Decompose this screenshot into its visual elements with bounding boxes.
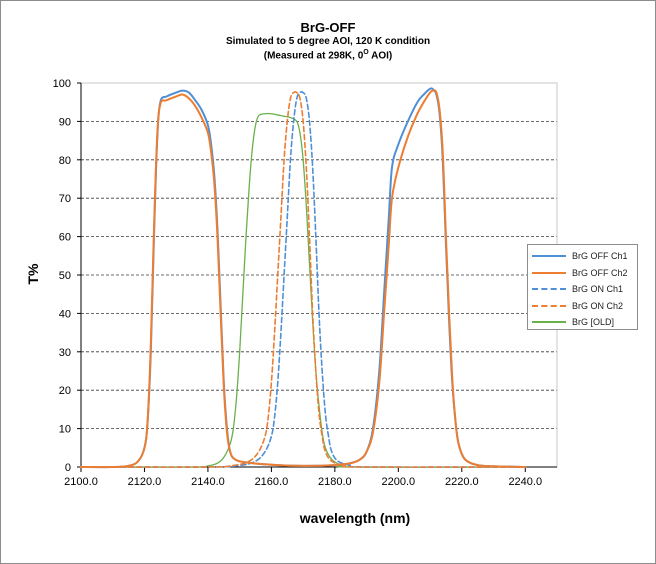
x-tick-label: 2160.0 [255,476,289,488]
series-line-brg-on-ch2 [80,91,527,468]
y-tick-label: 30 [59,347,71,359]
legend: BrG OFF Ch1 BrG OFF Ch2 BrG ON Ch1 BrG ON C… [527,244,638,330]
chart-title-block: BrG-OFF Simulated to 5 degree AOI, 120 K… [0,20,656,61]
x-tick-label: 2140.0 [191,476,225,488]
x-tick-label: 2180.0 [318,476,352,488]
legend-label: BrG [OLD] [572,317,615,328]
chart-subtitle-line2: (Measured at 298K, 0O AOI) [0,47,656,61]
x-tick-label: 2100.0 [64,476,98,488]
chart-subtitle-line1: Simulated to 5 degree AOI, 120 K conditi… [225,36,431,47]
y-tick-label: 20 [59,385,71,397]
legend-item-brg-off-ch2: BrG OFF Ch2 [528,265,637,282]
legend-item-brg-off-ch1: BrG OFF Ch1 [528,248,637,265]
series-line-brg-off-ch2 [80,89,527,469]
legend-swatch [532,321,566,324]
series-line-brg-on-ch1 [80,91,527,468]
y-tick-label: 70 [59,193,71,205]
y-tick-label: 80 [59,155,71,167]
legend-label: BrG ON Ch2 [572,300,624,311]
legend-swatch [532,271,566,274]
legend-swatch [532,255,566,258]
legend-label: BrG ON Ch1 [572,284,624,295]
legend-item-brg-on-ch1: BrG ON Ch1 [528,281,637,298]
legend-label: BrG OFF Ch2 [572,267,628,278]
legend-label: BrG OFF Ch1 [572,251,628,262]
y-tick-label: 100 [53,78,71,90]
y-tick-label: 10 [59,424,71,436]
x-axis-ticks: 2100.0 2120.0 2140.0 2160.0 2180.0 2200.0 2220… [64,467,542,488]
y-axis-title: T% [25,263,41,285]
x-tick-label: 2240.0 [508,476,542,488]
chart-title: BrG-OFF [300,20,356,35]
x-tick-label: 2220.0 [445,476,479,488]
x-axis-title: wavelength (nm) [299,510,410,526]
legend-item-brg-old: BrG [OLD] [528,314,637,331]
series-layer [80,87,527,469]
x-tick-label: 2120.0 [128,476,162,488]
y-axis-ticks: 0 10 20 30 40 50 60 70 80 90 100 [53,78,81,474]
y-tick-label: 40 [59,308,71,320]
y-tick-label: 90 [59,116,71,128]
y-tick-label: 0 [65,462,71,474]
y-tick-label: 60 [59,232,71,244]
legend-swatch [532,304,566,307]
subtitle-degree-superscript: O [363,49,369,56]
subtitle-line2-prefix: (Measured at 298K, 0 [263,50,364,62]
x-tick-label: 2200.0 [382,476,416,488]
legend-swatch [532,288,566,291]
legend-item-brg-on-ch2: BrG ON Ch2 [528,298,637,315]
subtitle-line2-suffix: AOI) [368,50,393,62]
y-tick-label: 50 [59,270,71,282]
